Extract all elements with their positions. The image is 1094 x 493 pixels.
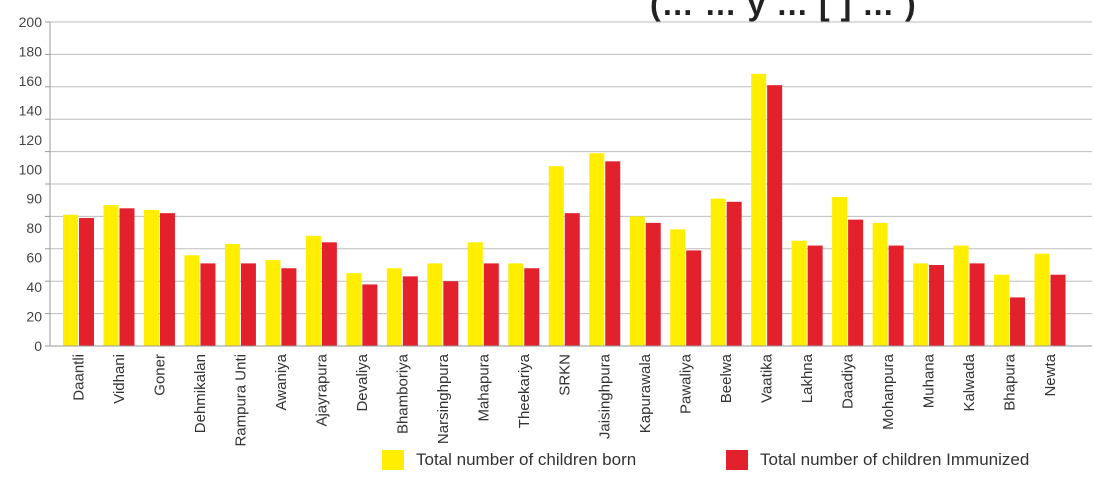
bar-born [305, 235, 321, 346]
bar-born [629, 216, 645, 346]
bar-born [832, 196, 848, 346]
bar-immunized [605, 161, 621, 346]
legend-swatch-born [382, 450, 404, 470]
bar-born [872, 222, 888, 346]
x-tick-label: Dehmikalan [192, 354, 209, 433]
bar-immunized [119, 208, 135, 346]
y-tick-label: 200 [19, 14, 43, 30]
x-tick-label: Muhana [921, 353, 938, 408]
bar-immunized [564, 213, 580, 346]
x-tick-label: Kapurawala [637, 353, 654, 433]
y-tick-label: 180 [19, 43, 43, 59]
bar-born [63, 214, 78, 346]
bar-born [103, 205, 119, 346]
bar-born [265, 260, 281, 346]
bar-immunized [483, 263, 499, 346]
y-tick-label: 60 [26, 250, 42, 266]
bar-immunized [767, 85, 783, 347]
bar-immunized [321, 242, 337, 346]
x-tick-label: Kalwada [961, 353, 978, 411]
bar-born [791, 240, 807, 346]
legend-item-born: Total number of children born [382, 447, 636, 473]
chart-title-fragment: (… … y … [ ] … ) [650, 0, 917, 22]
bar-born [953, 245, 969, 346]
bar-immunized [79, 218, 94, 346]
x-tick-label: Narsinghpura [435, 353, 452, 444]
bar-immunized [848, 219, 864, 346]
x-tick-label: Daadiya [840, 353, 857, 409]
bar-born [386, 268, 402, 346]
bar-immunized [443, 281, 459, 346]
bar-born [508, 263, 524, 346]
bar-immunized [362, 284, 378, 346]
bar-born [994, 274, 1010, 346]
bar-born [913, 263, 929, 346]
bars [63, 73, 1066, 347]
y-tick-label: 90 [26, 191, 42, 207]
legend-label-born: Total number of children born [416, 450, 637, 469]
bar-immunized [1050, 274, 1066, 346]
x-tick-label: Pawaliya [678, 353, 695, 414]
bar-immunized [1010, 297, 1026, 346]
x-axis: Daantli Vidhani Goner Dehmikalan Rampura Unt… [50, 345, 1092, 447]
bar-immunized [888, 245, 904, 346]
x-tick-label: Newta [1042, 353, 1059, 396]
y-tick-label: 120 [19, 132, 43, 148]
bar-immunized [807, 245, 823, 346]
bar-immunized [402, 276, 418, 346]
y-tick-label: 0 [34, 338, 42, 354]
y-tick-label: 100 [19, 161, 43, 177]
y-tick-label: 140 [19, 102, 43, 118]
bar-born [427, 263, 443, 346]
y-tick-label: 20 [26, 309, 42, 325]
x-tick-label: Daantli [71, 354, 88, 401]
bar-born [143, 209, 159, 346]
x-tick-label: Bhamboriya [394, 353, 411, 434]
x-tick-label: Mohanpura [880, 353, 897, 430]
y-tick-label: 160 [19, 73, 43, 89]
x-tick-label: Vidhani [111, 354, 128, 404]
bar-born [184, 255, 200, 346]
bar-immunized [200, 263, 216, 346]
x-tick-label: Lakhna [799, 353, 816, 403]
bar-born [710, 198, 726, 346]
bar-immunized [159, 213, 175, 346]
x-tick-label: Rampura Unti [232, 354, 249, 447]
bar-born [346, 273, 362, 346]
bar-born [1034, 253, 1050, 346]
y-tick-label: 40 [26, 279, 42, 295]
x-tick-label: Awaniya [273, 353, 290, 410]
x-tick-label: SRKN [556, 354, 573, 396]
x-tick-label: Mahapura [475, 353, 492, 421]
x-tick-label: Bhapura [1002, 353, 1019, 410]
bar-born [589, 153, 605, 346]
x-tick-label: Jaisinghpura [597, 353, 614, 439]
bar-born [751, 73, 767, 346]
x-tick-label: Theekariya [516, 353, 533, 428]
legend-label-immunized: Total number of children Immunized [760, 450, 1030, 469]
bar-born [224, 243, 240, 346]
x-tick-label: Devaliya [354, 353, 371, 411]
x-tick-label: Goner [151, 354, 168, 396]
bar-immunized [929, 265, 945, 346]
x-tick-label: Ajayrapura [313, 353, 330, 426]
bar-immunized [969, 263, 985, 346]
bar-immunized [726, 201, 742, 346]
bar-immunized [240, 263, 256, 346]
x-tick-label: Vaatika [759, 353, 776, 403]
bar-immunized [686, 250, 702, 346]
legend-swatch-immunized [726, 450, 748, 470]
bar-born [670, 229, 686, 346]
bar-immunized [281, 268, 297, 346]
x-tick-label: Beelwa [718, 353, 735, 403]
bar-immunized [524, 268, 540, 346]
bar-born [467, 242, 483, 346]
legend-item-immunized: Total number of children Immunized [726, 447, 1029, 473]
y-tick-label: 80 [26, 220, 42, 236]
bar-born [548, 166, 564, 346]
bar-immunized [645, 222, 661, 346]
